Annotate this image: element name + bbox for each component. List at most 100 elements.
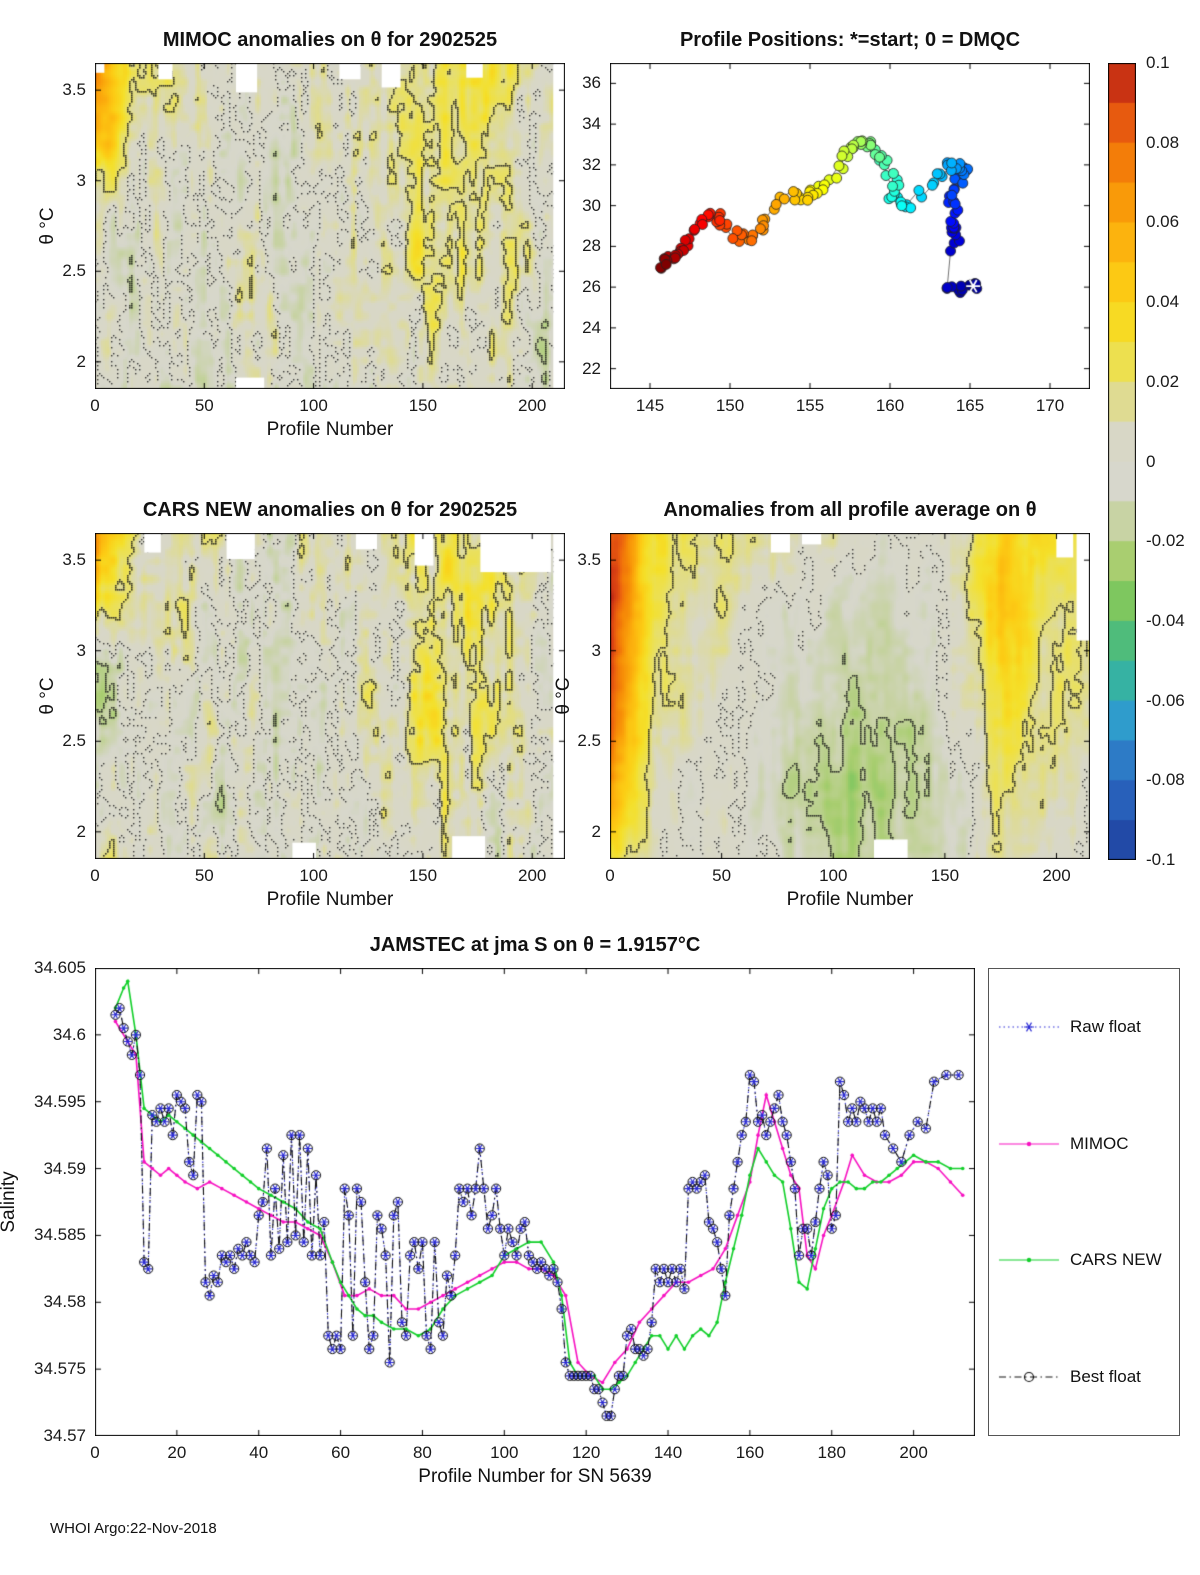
legend-entry-cars-new: CARS NEW	[997, 1249, 1171, 1272]
y-tick-label: 34.57	[43, 1426, 86, 1445]
cars-title: CARS NEW anomalies on θ for 2902525	[142, 499, 518, 521]
colorbar-tick-label: -0.06	[1146, 690, 1185, 710]
x-tick-label: 200	[899, 1443, 928, 1462]
cars-y-axis-label: θ °C	[37, 677, 58, 715]
mimoc-x-axis-label: Profile Number	[266, 419, 394, 440]
y-tick-label: 32	[582, 154, 601, 174]
colorbar-tick-label: 0.06	[1146, 212, 1180, 232]
legend-label-mimoc: MIMOC	[1070, 1133, 1129, 1153]
x-tick-label: 0	[90, 1443, 100, 1462]
y-tick-label: 30	[582, 195, 601, 215]
y-tick-label: 34.58	[43, 1292, 86, 1312]
y-tick-label: 34	[582, 114, 601, 134]
panel-mimoc-heatmap: MIMOC anomalies on θ for 2902525 θ °C Pr…	[37, 29, 565, 440]
x-tick-label: 120	[571, 1443, 601, 1462]
legend-box: Raw float MIMOC CARS NEW Best float	[988, 968, 1180, 1436]
y-tick-label: 2.5	[62, 261, 86, 281]
cars-new-legend-sample-icon	[997, 1249, 1061, 1272]
x-tick-label: 150	[930, 866, 960, 885]
mimoc-y-axis-label: θ °C	[37, 207, 58, 245]
x-tick-label: 0	[605, 866, 615, 885]
panel-cars-heatmap: CARS NEW anomalies on θ for 2902525 θ °C…	[37, 499, 565, 910]
x-tick-label: 40	[249, 1443, 269, 1462]
legend-label-raw-float: Raw float	[1070, 1017, 1141, 1037]
raw-float-legend-sample-icon	[997, 1016, 1061, 1039]
y-tick-label: 3	[76, 640, 86, 660]
cars-x-axis-label: Profile Number	[266, 889, 394, 910]
colorbar-canvas	[1108, 63, 1136, 860]
average-anomaly-title: Anomalies from all profile average on θ	[663, 499, 1037, 521]
y-tick-label: 2.5	[577, 731, 601, 751]
x-tick-label: 150	[715, 396, 745, 415]
average-anomaly-x-axis-label: Profile Number	[786, 889, 914, 910]
mimoc-title: MIMOC anomalies on θ for 2902525	[162, 29, 498, 51]
jamstec-line-chart-canvas	[95, 968, 975, 1436]
y-tick-label: 34.605	[34, 958, 86, 977]
x-tick-label: 60	[331, 1443, 351, 1462]
cars-heatmap-canvas	[95, 533, 565, 859]
y-tick-label: 24	[582, 317, 601, 337]
footer-credit: WHOI Argo:22-Nov-2018	[50, 1520, 217, 1537]
panel-profile-positions: Profile Positions: *=start; 0 = DMQC 145…	[582, 29, 1090, 415]
y-tick-label: 3.5	[62, 550, 86, 570]
x-tick-label: 200	[518, 396, 547, 415]
colorbar-tick-label: 0.02	[1146, 371, 1180, 391]
x-tick-label: 160	[875, 396, 905, 415]
y-tick-label: 34.595	[34, 1091, 86, 1111]
legend-entry-mimoc: MIMOC	[997, 1132, 1171, 1155]
x-tick-label: 160	[735, 1443, 765, 1462]
panel-jamstec-salinity: JAMSTEC at jma S on θ = 1.9157°C Salinit…	[0, 934, 975, 1487]
x-tick-label: 100	[819, 866, 848, 885]
x-tick-label: 165	[955, 396, 985, 415]
legend-entry-raw-float: Raw float	[997, 1016, 1171, 1039]
colorbar-tick-label: -0.02	[1146, 531, 1185, 551]
legend-label-cars-new: CARS NEW	[1070, 1250, 1162, 1270]
x-tick-label: 180	[817, 1443, 846, 1462]
y-tick-label: 26	[582, 277, 601, 297]
x-tick-label: 155	[795, 396, 825, 415]
legend-label-best-float: Best float	[1070, 1366, 1141, 1386]
colorbar: 0.1 0.08 0.06 0.04 0.02 0 -0.02 -0.04 -0.06 -0.08…	[1108, 53, 1185, 869]
jamstec-title: JAMSTEC at jma S on θ = 1.9157°C	[369, 934, 701, 956]
y-tick-label: 34.575	[34, 1359, 86, 1379]
jamstec-x-axis-label: Profile Number for SN 5639	[418, 1466, 652, 1487]
x-tick-label: 50	[194, 396, 214, 415]
colorbar-tick-label: 0.04	[1146, 292, 1180, 312]
y-tick-label: 28	[582, 236, 601, 256]
y-tick-label: 36	[582, 73, 601, 93]
trajectory-title: Profile Positions: *=start; 0 = DMQC	[679, 29, 1021, 51]
best-float-legend-sample-icon	[997, 1365, 1061, 1388]
x-tick-label: 145	[635, 396, 665, 415]
mimoc-heatmap-canvas	[95, 63, 565, 389]
x-tick-label: 100	[299, 396, 328, 415]
x-tick-label: 80	[412, 1443, 432, 1462]
average-anomaly-y-axis-label: θ °C	[553, 677, 574, 715]
colorbar-tick-label: 0.1	[1146, 53, 1170, 72]
x-tick-label: 0	[90, 866, 100, 885]
y-tick-label: 2.5	[62, 731, 86, 751]
x-tick-label: 200	[1042, 866, 1071, 885]
y-tick-label: 3.5	[62, 80, 86, 100]
x-tick-label: 150	[408, 866, 438, 885]
y-tick-label: 3	[76, 170, 86, 190]
y-tick-label: 22	[582, 358, 601, 378]
y-tick-label: 2	[591, 821, 601, 841]
x-tick-label: 100	[299, 866, 328, 885]
y-tick-label: 34.585	[34, 1225, 86, 1245]
x-tick-label: 20	[167, 1443, 187, 1462]
x-tick-label: 50	[194, 866, 214, 885]
colorbar-tick-label: 0.08	[1146, 132, 1180, 152]
y-tick-label: 3	[591, 640, 601, 660]
x-tick-label: 50	[712, 866, 732, 885]
y-tick-label: 2	[76, 351, 86, 371]
colorbar-tick-label: -0.04	[1146, 610, 1185, 630]
colorbar-tick-label: -0.1	[1146, 850, 1176, 869]
x-tick-label: 100	[490, 1443, 519, 1462]
x-tick-label: 140	[653, 1443, 683, 1462]
y-tick-label: 34.59	[43, 1158, 86, 1178]
legend-entry-best-float: Best float	[997, 1365, 1171, 1388]
x-tick-label: 150	[408, 396, 438, 415]
colorbar-tick-label: -0.08	[1146, 770, 1185, 790]
trajectory-canvas	[610, 63, 1090, 389]
